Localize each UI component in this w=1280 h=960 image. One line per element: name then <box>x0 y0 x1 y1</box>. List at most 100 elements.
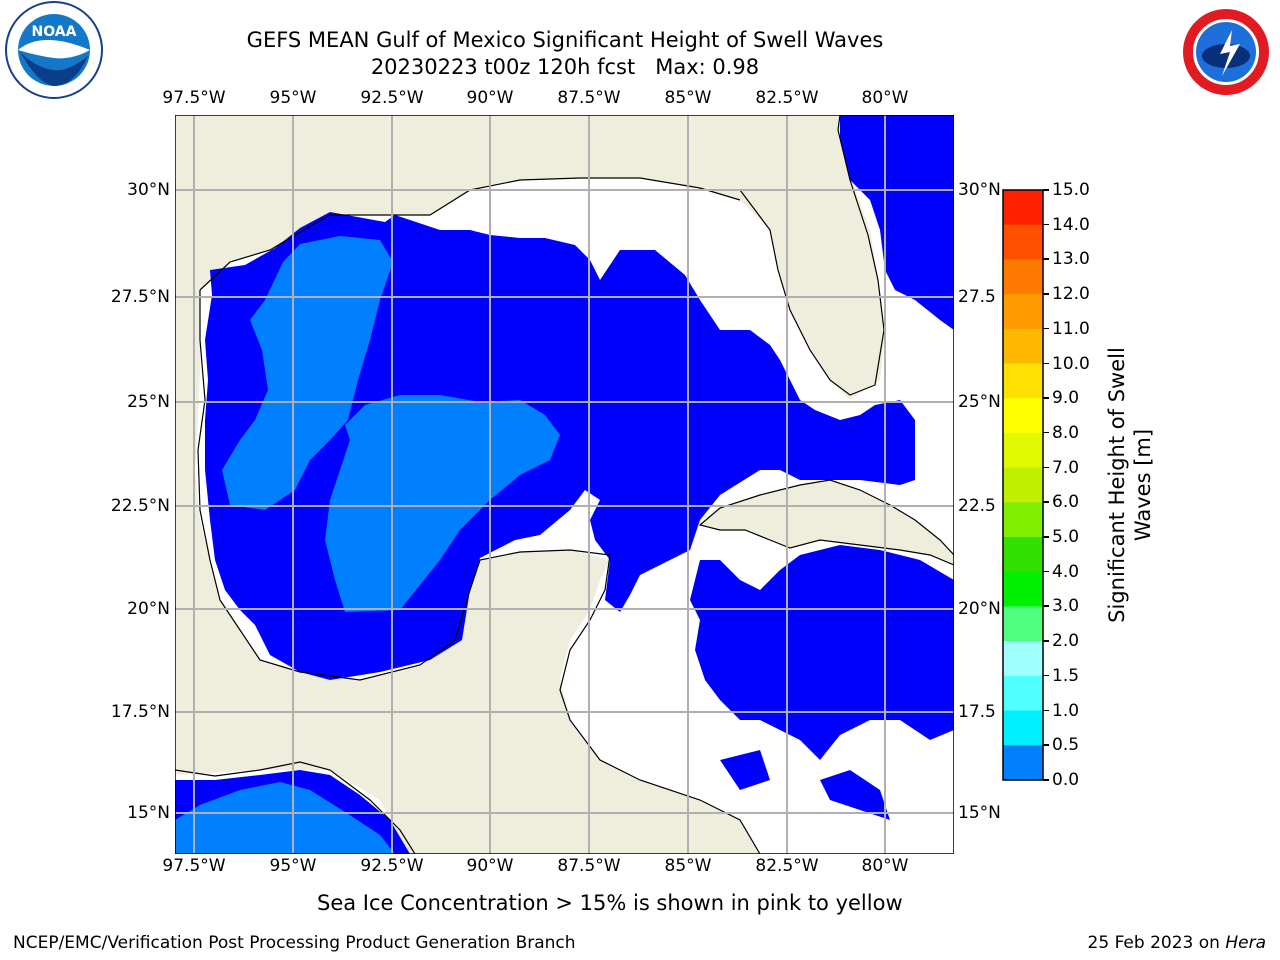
colorbar-band <box>1003 502 1043 538</box>
colorbar-tick-label: 10.0 <box>1052 353 1090 374</box>
colorbar-band <box>1003 259 1043 295</box>
colorbar-tick-label: 2.0 <box>1052 631 1080 652</box>
lat-tick: 15°N <box>958 803 1001 823</box>
lon-tick: 85°W <box>664 88 712 108</box>
colorbar-tick-label: 0.5 <box>1052 735 1080 756</box>
colorbar-tick-mark <box>1043 536 1049 538</box>
colorbar-tick-mark <box>1043 189 1049 191</box>
colorbar-label-line2: Waves [m] <box>1131 428 1155 542</box>
colorbar-band <box>1003 432 1043 469</box>
colorbar-tick-label: 14.0 <box>1052 214 1090 235</box>
colorbar-tick-label: 3.0 <box>1052 596 1080 617</box>
lon-tick: 82.5°W <box>755 88 819 108</box>
colorbar-tick-label: 1.5 <box>1052 665 1080 686</box>
gulf-swell-map <box>175 115 954 854</box>
colorbar-band <box>1003 363 1043 399</box>
noaa-logo-text: NOAA <box>32 24 77 40</box>
cuba-land <box>698 479 954 566</box>
lat-tick: 15°N <box>127 803 170 823</box>
colorbar-tick-label: 9.0 <box>1052 388 1080 409</box>
colorbar-tick-label: 11.0 <box>1052 318 1090 339</box>
colorbar-tick-mark <box>1043 466 1049 469</box>
colorbar-tick-mark <box>1043 640 1049 642</box>
colorbar-tick-mark <box>1043 258 1049 260</box>
lat-tick: 30°N <box>958 180 1001 200</box>
lat-tick: 17.5°N <box>110 702 170 722</box>
lon-tick: 97.5°W <box>162 88 226 108</box>
colorbar-tick-label: 12.0 <box>1052 284 1090 305</box>
colorbar-tick-label: 15.0 <box>1052 180 1090 200</box>
colorbar-tick-label: 4.0 <box>1052 561 1080 582</box>
colorbar-tick-mark <box>1043 570 1049 573</box>
colorbar-tick-mark <box>1043 397 1049 399</box>
lon-tick: 97.5°W <box>162 856 226 876</box>
lon-tick: 95°W <box>269 88 317 108</box>
lon-tick: 90°W <box>466 856 514 876</box>
colorbar-tick-mark <box>1043 431 1049 434</box>
colorbar-band <box>1003 710 1043 746</box>
lon-tick: 87.5°W <box>557 856 621 876</box>
colorbar-tick-mark <box>1043 501 1049 503</box>
sea-ice-note: Sea Ice Concentration > 15% is shown in … <box>317 891 903 915</box>
footer-date: 25 Feb 2023 on Hera <box>1088 933 1266 953</box>
lon-tick: 85°W <box>664 856 712 876</box>
colorbar-tick-label: 5.0 <box>1052 527 1080 548</box>
swell-mid-west <box>222 236 393 510</box>
lon-tick: 87.5°W <box>557 88 621 108</box>
colorbar-band <box>1003 641 1043 677</box>
lat-tick: 30°N <box>127 180 170 200</box>
lat-tick: 17.5 <box>958 702 996 722</box>
lon-tick: 80°W <box>861 856 909 876</box>
lat-tick: 20°N <box>127 599 170 619</box>
colorbar-band <box>1003 745 1043 781</box>
colorbar-band <box>1003 190 1043 226</box>
lat-tick: 20°N <box>958 599 1001 619</box>
lon-tick: 80°W <box>861 88 909 108</box>
lon-tick: 82.5°W <box>755 856 819 876</box>
colorbar-tick-mark <box>1043 327 1049 330</box>
lon-tick: 92.5°W <box>360 856 424 876</box>
colorbar-tick-mark <box>1043 362 1049 365</box>
swell-caribbean-region <box>690 545 954 760</box>
colorbar-band <box>1003 467 1043 503</box>
colorbar-tick-mark <box>1043 293 1049 295</box>
swell-atlantic-region <box>840 115 954 330</box>
colorbar-band <box>1003 675 1043 712</box>
colorbar-tick-mark <box>1043 605 1049 607</box>
colorbar-label-line1: Significant Height of Swell <box>1105 347 1129 623</box>
nws-logo <box>1178 4 1274 100</box>
colorbar-tick-mark <box>1043 779 1049 781</box>
graticule <box>175 115 954 854</box>
lat-tick: 22.5°N <box>110 496 170 516</box>
colorbar-band <box>1003 224 1043 260</box>
lon-tick: 92.5°W <box>360 88 424 108</box>
footer-date-text: 25 Feb 2023 on <box>1087 933 1226 953</box>
colorbar-tick-mark <box>1043 709 1049 712</box>
footer-host: Hera <box>1225 933 1266 953</box>
colorbar-band <box>1003 571 1043 607</box>
colorbar-tick-label: 7.0 <box>1052 457 1080 478</box>
colorbar-band <box>1003 294 1043 330</box>
map-subtitle: 20230223 t00z 120h fcst Max: 0.98 <box>370 55 760 79</box>
lat-tick: 25°N <box>127 392 170 412</box>
colorbar-tick-label: 8.0 <box>1052 422 1080 443</box>
footer-credit: NCEP/EMC/Verification Post Processing Pr… <box>13 933 576 953</box>
colorbar-band <box>1003 398 1043 434</box>
colorbar-band <box>1003 328 1043 365</box>
colorbar-tick-label: 13.0 <box>1052 249 1090 270</box>
colorbar-label: Significant Height of Swell Waves [m] <box>1104 335 1156 635</box>
colorbar-tick-label: 1.0 <box>1052 700 1080 721</box>
noaa-logo: NOAA <box>5 1 103 99</box>
lat-tick: 27.5 <box>958 287 996 307</box>
map-title: GEFS MEAN Gulf of Mexico Significant Hei… <box>246 28 884 52</box>
colorbar-band <box>1003 537 1043 573</box>
colorbar-tick-label: 0.0 <box>1052 770 1080 790</box>
lat-tick: 25°N <box>958 392 1001 412</box>
colorbar <box>1002 189 1044 781</box>
colorbar-tick-mark <box>1043 223 1049 226</box>
swell-mid-pacific <box>175 782 395 854</box>
colorbar-tick-label: 6.0 <box>1052 492 1080 513</box>
lat-tick: 22.5 <box>958 496 996 516</box>
colorbar-band <box>1003 606 1043 642</box>
colorbar-tick-mark <box>1043 674 1049 677</box>
